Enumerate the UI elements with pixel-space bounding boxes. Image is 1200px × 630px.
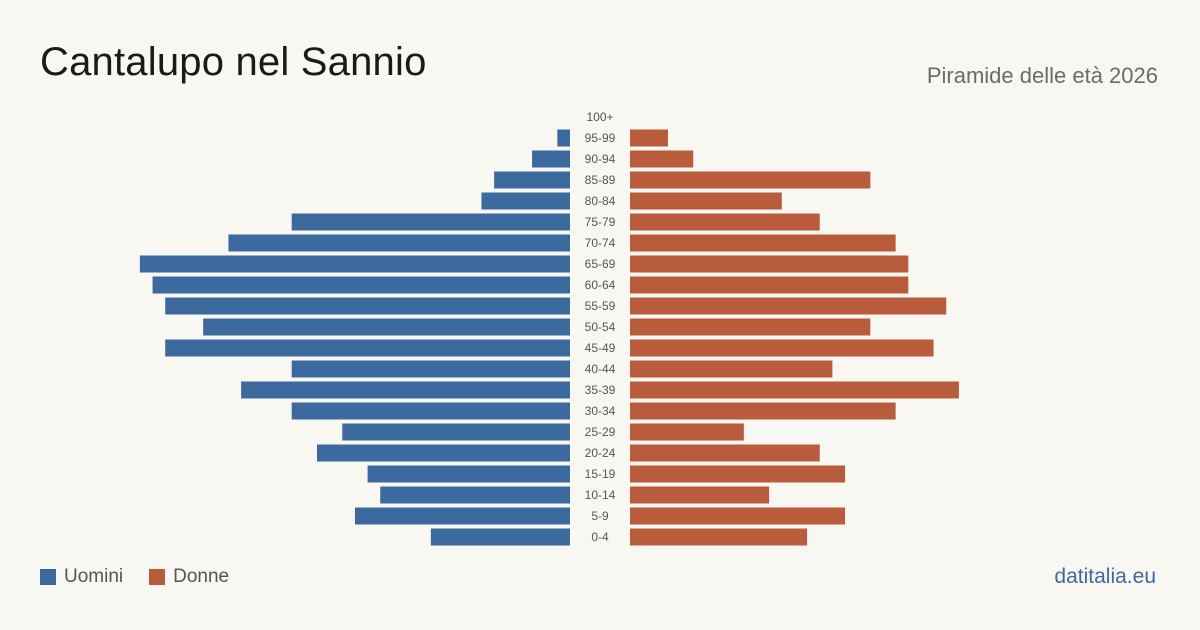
legend: Uomini Donne [40,566,255,588]
age-group-label: 10-14 [585,488,616,502]
bar-women-20-24 [630,444,820,462]
age-group-label: 35-39 [585,383,616,397]
bar-men-75-79 [291,213,570,231]
bar-women-85-89 [630,171,871,189]
bar-women-0-4 [630,528,808,546]
legend-swatch-men [40,569,56,585]
age-group-label: 45-49 [585,341,616,355]
bar-women-70-74 [630,234,896,252]
bar-men-40-44 [291,360,570,378]
bar-men-5-9 [354,507,570,525]
age-group-label: 50-54 [585,320,616,334]
age-group-label: 40-44 [585,362,616,376]
bar-men-60-64 [152,276,571,294]
bar-men-55-59 [165,297,570,315]
bar-men-25-29 [342,423,570,441]
age-group-label: 95-99 [585,131,616,145]
bar-men-85-89 [494,171,570,189]
age-group-label: 0-4 [591,530,609,544]
bar-women-60-64 [630,276,909,294]
bar-women-95-99 [630,129,668,147]
bar-women-30-34 [630,402,896,420]
age-group-label: 80-84 [585,194,616,208]
brand-link[interactable]: datitalia.eu [1054,565,1156,588]
bar-men-30-34 [291,402,570,420]
bar-men-80-84 [481,192,570,210]
bar-women-80-84 [630,192,782,210]
bar-women-90-94 [630,150,694,168]
page-title: Cantalupo nel Sannio [40,40,427,84]
bar-women-75-79 [630,213,820,231]
bar-women-25-29 [630,423,744,441]
age-group-label: 5-9 [591,509,609,523]
age-group-label: 15-19 [585,467,616,481]
bar-men-10-14 [380,486,570,504]
age-group-label: 85-89 [585,173,616,187]
age-group-label: 70-74 [585,236,616,250]
bar-men-35-39 [241,381,570,399]
age-group-label: 60-64 [585,278,616,292]
age-group-label: 25-29 [585,425,616,439]
age-group-label: 75-79 [585,215,616,229]
bar-women-5-9 [630,507,846,525]
bar-men-0-4 [430,528,570,546]
bar-men-15-19 [367,465,570,483]
age-group-label: 90-94 [585,152,616,166]
bar-women-35-39 [630,381,959,399]
bar-women-55-59 [630,297,947,315]
bar-men-50-54 [203,318,570,336]
legend-label-men: Uomini [64,566,124,587]
bar-men-65-69 [139,255,570,273]
age-group-label: 55-59 [585,299,616,313]
bar-women-45-49 [630,339,934,357]
bar-women-40-44 [630,360,833,378]
age-group-label: 65-69 [585,257,616,271]
bar-women-50-54 [630,318,871,336]
bar-men-70-74 [228,234,570,252]
bar-women-15-19 [630,465,846,483]
bar-men-95-99 [557,129,570,147]
age-group-label: 30-34 [585,404,616,418]
bar-men-90-94 [532,150,570,168]
bar-women-10-14 [630,486,770,504]
bar-men-20-24 [317,444,570,462]
legend-swatch-women [149,569,166,585]
bar-women-65-69 [630,255,909,273]
age-group-label: 100+ [586,110,613,124]
bar-men-45-49 [165,339,570,357]
age-group-label: 20-24 [585,446,616,460]
legend-item-men: Uomini [40,566,123,588]
legend-label-women: Donne [173,566,230,587]
chart-subtitle: Piramide delle età 2026 [926,63,1158,88]
legend-item-women: Donne [149,566,229,588]
